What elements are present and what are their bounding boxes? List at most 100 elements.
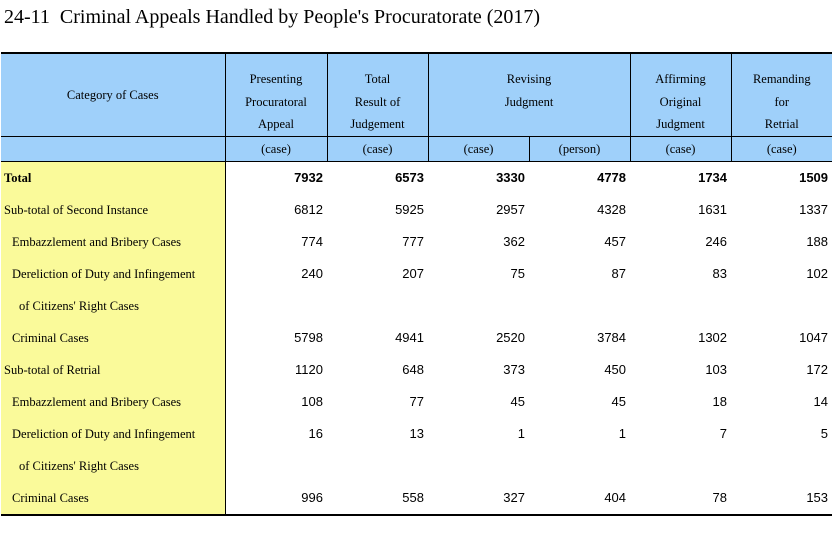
cell-value: 7932	[225, 160, 327, 194]
table-row: Embazzlement and Bribery Cases 108 77 45…	[1, 385, 832, 418]
header-unit: (case)	[428, 135, 530, 161]
cell-value	[630, 450, 731, 482]
appeals-table: Category of Cases Presenting Procuratoral…	[1, 52, 832, 516]
table-row: Dereliction of Duty and Infingement 240 …	[1, 257, 832, 290]
cell-value: 777	[402, 233, 424, 249]
header-presenting: Presenting Procuratoral Appeal	[225, 53, 328, 136]
header-revising: Revising Judgment	[428, 53, 631, 136]
header-unit: (case)	[731, 135, 832, 161]
cell-value: 7	[719, 425, 728, 441]
cell-value	[327, 450, 428, 482]
cell-value	[225, 450, 327, 482]
cell-value: 5	[820, 425, 829, 441]
cell-value	[428, 450, 529, 482]
cell-value	[630, 290, 731, 322]
cell-value: 4778	[529, 160, 631, 194]
cell-value: 45	[611, 393, 627, 409]
header-remanding: Remanding for Retrial	[731, 53, 832, 136]
header-unit: (case)	[225, 135, 328, 161]
row-label: Dereliction of Duty and Infingement	[1, 257, 226, 290]
cell-value: 16	[308, 425, 323, 441]
cell-value	[731, 450, 832, 482]
cell-value	[225, 290, 327, 322]
table-row: of Citizens' Right Cases	[1, 289, 832, 322]
cell-value: 246	[705, 233, 728, 249]
page-title: 24-11 Criminal Appeals Handled by People'…	[4, 6, 540, 29]
cell-value: 2957	[496, 201, 525, 217]
cell-value: 6812	[294, 201, 323, 217]
cell-value: 103	[705, 361, 728, 377]
table-row: Sub-total of Second Instance 6812 5925 2…	[1, 193, 832, 226]
cell-value: 404	[604, 489, 627, 505]
cell-value: 450	[604, 361, 627, 377]
header-category: Category of Cases	[1, 53, 226, 137]
cell-value: 6573	[327, 160, 428, 194]
table-row: Total 7932 6573 3330 4778 1734 1509	[1, 160, 832, 194]
cell-value: 108	[301, 393, 323, 409]
cell-value: 457	[604, 233, 627, 249]
cell-value: 2520	[496, 329, 525, 345]
table-row: Criminal Cases 996 558 327 404 78 153	[1, 481, 832, 515]
row-label: Criminal Cases	[1, 481, 226, 515]
header-total-result: Total Result of Judgement	[327, 53, 429, 136]
header-affirming: Affirming Original Judgment	[630, 53, 732, 136]
cell-value: 207	[402, 265, 424, 281]
cell-value: 18	[712, 393, 728, 409]
table-row: Criminal Cases 5798 4941 2520 3784 1302 …	[1, 321, 832, 354]
cell-value: 1302	[698, 329, 728, 345]
cell-value: 153	[806, 489, 829, 505]
cell-value: 1	[517, 425, 525, 441]
cell-value: 327	[503, 489, 525, 505]
cell-value: 78	[712, 489, 728, 505]
row-label: Sub-total of Second Instance	[1, 193, 226, 226]
cell-value: 1047	[799, 329, 829, 345]
cell-value: 774	[301, 233, 323, 249]
cell-value: 4328	[597, 201, 627, 217]
cell-value	[428, 290, 529, 322]
cell-value: 83	[712, 265, 728, 281]
cell-value: 1734	[630, 160, 732, 194]
cell-value	[327, 290, 428, 322]
table-number: 24-11	[4, 6, 50, 28]
cell-value	[529, 290, 630, 322]
cell-value: 13	[409, 425, 424, 441]
cell-value: 188	[806, 233, 829, 249]
row-label: Embazzlement and Bribery Cases	[1, 225, 226, 258]
header-unit: (person)	[529, 135, 631, 161]
cell-value: 240	[301, 265, 323, 281]
row-label: Total	[1, 160, 226, 194]
table-row: Sub-total of Retrial 1120 648 373 450 10…	[1, 353, 832, 386]
cell-value: 14	[813, 393, 829, 409]
cell-value: 75	[510, 265, 525, 281]
cell-value: 4941	[395, 329, 424, 345]
header-unit: (case)	[327, 135, 429, 161]
table-title: Criminal Appeals Handled by People's Pro…	[59, 6, 541, 28]
cell-value: 996	[301, 489, 323, 505]
cell-value: 558	[402, 489, 424, 505]
cell-value	[529, 450, 630, 482]
cell-value	[731, 290, 832, 322]
cell-value: 373	[503, 361, 525, 377]
cell-value: 1631	[698, 201, 728, 217]
row-label: Sub-total of Retrial	[1, 353, 226, 386]
row-label: of Citizens' Right Cases	[1, 289, 226, 322]
cell-value: 1120	[295, 361, 323, 377]
cell-value: 45	[510, 393, 525, 409]
table-row: of Citizens' Right Cases	[1, 449, 832, 482]
cell-value: 3784	[597, 329, 627, 345]
row-label: Criminal Cases	[1, 321, 226, 354]
cell-value: 102	[806, 265, 829, 281]
header-unit: (case)	[630, 135, 732, 161]
table-row: Embazzlement and Bribery Cases 774 777 3…	[1, 225, 832, 258]
row-label: Embazzlement and Bribery Cases	[1, 385, 226, 418]
header-unit-blank	[1, 135, 226, 161]
cell-value: 648	[402, 361, 424, 377]
cell-value: 87	[611, 265, 627, 281]
row-label: Dereliction of Duty and Infingement	[1, 417, 226, 450]
cell-value: 362	[503, 233, 525, 249]
row-label: of Citizens' Right Cases	[1, 449, 226, 482]
cell-value: 1509	[731, 160, 832, 194]
cell-value: 1337	[799, 201, 829, 217]
cell-value: 5925	[395, 201, 424, 217]
table-row: Dereliction of Duty and Infingement 16 1…	[1, 417, 832, 450]
